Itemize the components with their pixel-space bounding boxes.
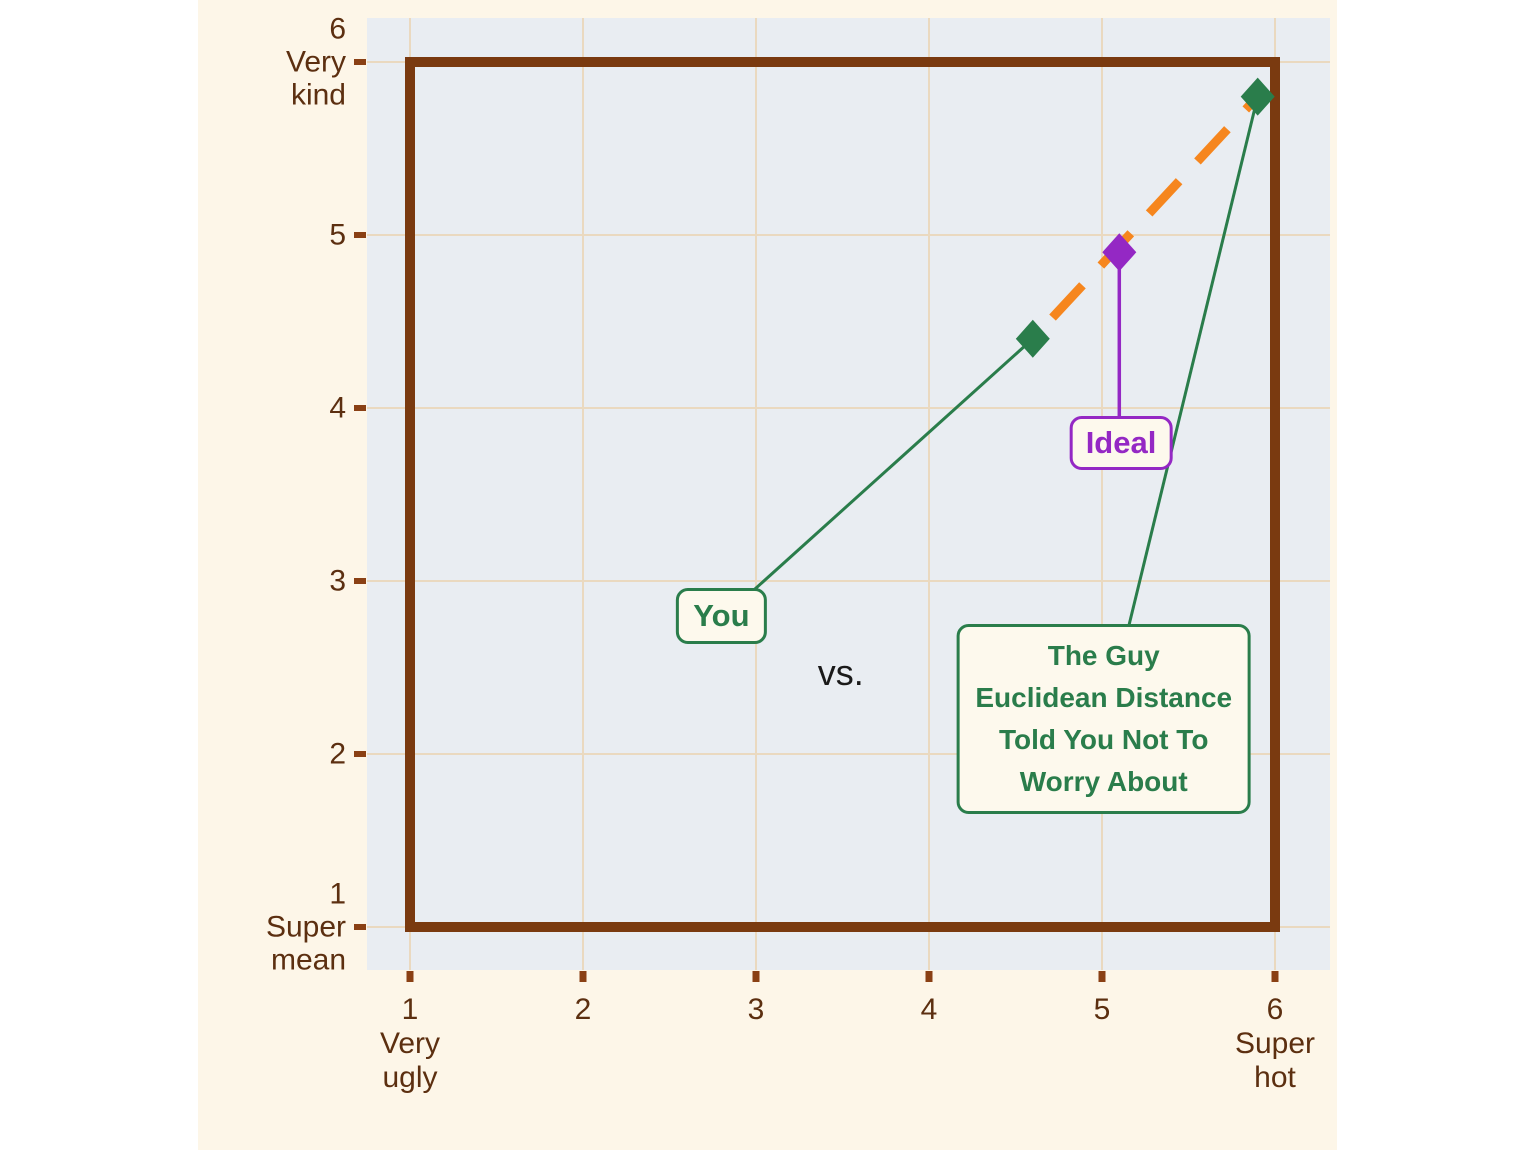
y-tick-label: 6 Very kind [285, 12, 346, 112]
x-tick-label: 1 Very ugly [379, 993, 441, 1094]
x-tick-label: 4 [920, 993, 938, 1026]
the-guy-label-line-1: The Guy [1047, 640, 1160, 672]
x-tick-label: 5 [1093, 993, 1111, 1026]
x-tick-label: 6 Super hot [1234, 993, 1316, 1094]
vs-annotation: vs. [817, 651, 864, 693]
y-tick-label: 3 [329, 564, 346, 598]
y-tick-label: 5 [329, 218, 346, 252]
y-tick-label: 2 [329, 737, 346, 771]
the-guy-label-line-3: Told You Not To [998, 724, 1209, 756]
you-label-box: You [676, 587, 767, 644]
ideal-label-text: Ideal [1085, 424, 1157, 460]
x-tick-label: 2 [574, 993, 592, 1026]
the-guy-label-box: The Guy Euclidean Distance Told You Not … [956, 624, 1252, 815]
y-tick-label: 1 Super mean [265, 877, 346, 977]
the-guy-label-line-4: Worry About [1019, 766, 1188, 798]
ideal-label-box: Ideal [1069, 415, 1173, 470]
x-tick-label: 3 [747, 993, 765, 1026]
plot-panel [367, 18, 1330, 970]
y-tick-label: 4 [329, 391, 346, 425]
the-guy-label-line-2: Euclidean Distance [975, 682, 1233, 714]
you-label-text: You [693, 597, 750, 633]
